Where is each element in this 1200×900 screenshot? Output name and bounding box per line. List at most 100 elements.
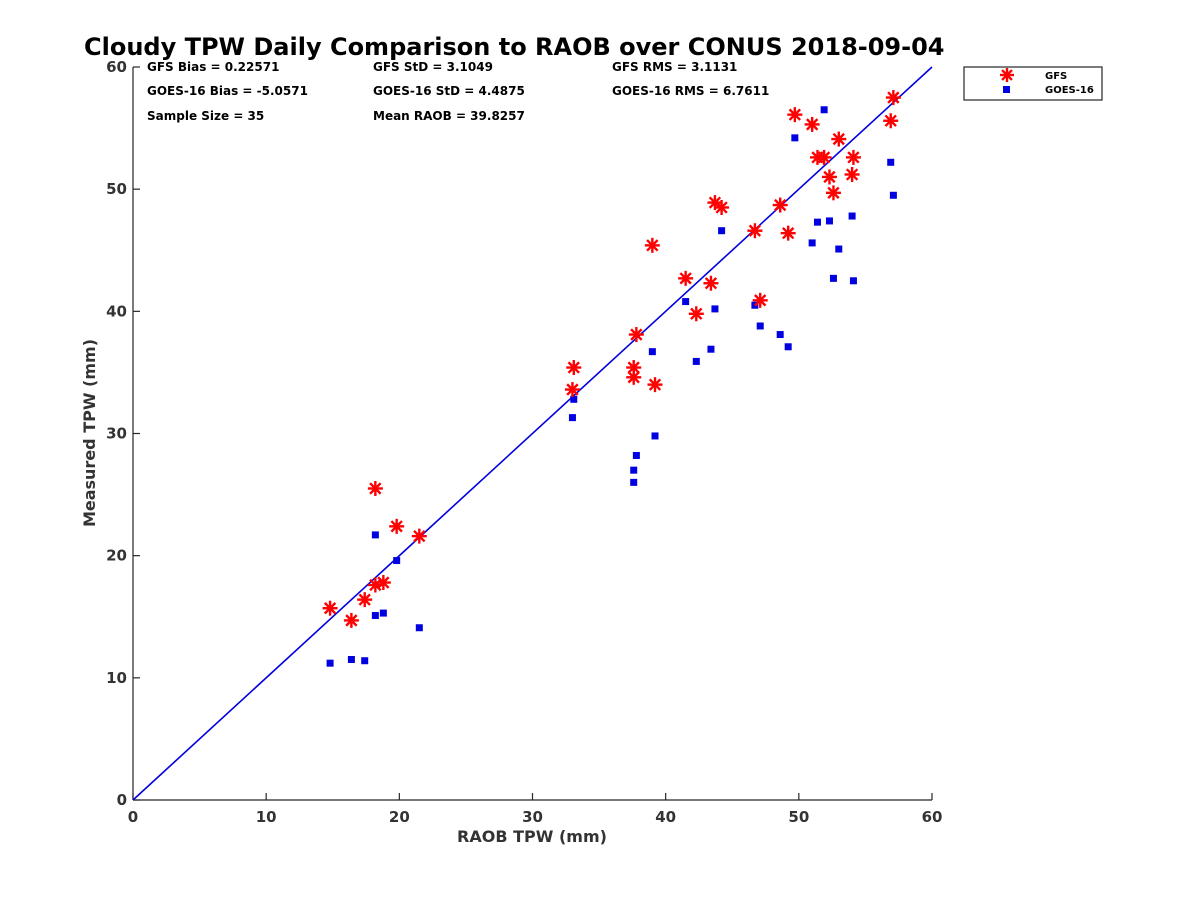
x-ticks: 0 10 20 30 40 50 60: [128, 793, 943, 826]
goes-16-point: [808, 239, 816, 247]
goes-16-point: [415, 624, 423, 632]
gfs-point: [816, 149, 832, 165]
gfs-point: [647, 377, 663, 393]
y-tick-label: 60: [106, 58, 127, 76]
gfs-point: [883, 113, 899, 129]
gfs-point: [780, 225, 796, 241]
goes-16-point: [326, 659, 334, 667]
legend-label-gfs: GFS: [1045, 71, 1067, 82]
y-tick-label: 30: [106, 425, 127, 443]
x-tick-label: 20: [389, 808, 410, 826]
x-tick-label: 10: [256, 808, 277, 826]
goes-16-point: [849, 277, 857, 285]
gfs-point: [714, 199, 730, 215]
legend-gfs-asterisk: [1000, 68, 1014, 82]
x-tick-label: 50: [788, 808, 809, 826]
goes-16-point: [692, 357, 700, 365]
goes-16-point: [829, 274, 837, 282]
series-goes-16: [326, 106, 897, 667]
gfs-point: [626, 369, 642, 385]
gfs-point: [885, 90, 901, 106]
goes-16-point: [361, 657, 369, 665]
legend-box: [963, 66, 1103, 101]
x-axis-label: RAOB TPW (mm): [457, 827, 607, 846]
y-axis-label: Measured TPW (mm): [80, 339, 99, 527]
goes-16-point: [825, 217, 833, 225]
goes-16-point: [371, 531, 379, 539]
goes-16-point: [393, 557, 401, 565]
gfs-point: [747, 223, 763, 239]
gfs-point: [772, 197, 788, 213]
gfs-point: [845, 149, 861, 165]
goes-16-point: [570, 395, 578, 403]
stat-gfs-rms: GFS RMS = 3.1131: [612, 60, 737, 74]
gfs-point: [825, 185, 841, 201]
goes-16-point: [630, 478, 638, 486]
goes-16-point: [791, 134, 799, 142]
goes-16-point: [813, 218, 821, 226]
goes-16-point: [682, 298, 690, 306]
gfs-point: [322, 600, 338, 616]
goes-16-point: [776, 331, 784, 339]
x-tick-label: 60: [922, 808, 943, 826]
gfs-point: [389, 518, 405, 534]
gfs-point: [644, 237, 660, 253]
series-gfs: [322, 90, 901, 628]
y-tick-label: 50: [106, 180, 127, 198]
goes-16-point: [711, 305, 719, 313]
gfs-point: [343, 612, 359, 628]
gfs-point: [357, 592, 373, 608]
goes-16-point: [651, 432, 659, 440]
one-to-one-reference-line: [132, 66, 933, 801]
gfs-point: [844, 167, 860, 183]
goes-16-point: [889, 191, 897, 199]
goes-16-point: [379, 609, 387, 617]
goes-16-point: [835, 245, 843, 253]
y-tick-label: 0: [117, 791, 127, 809]
gfs-point: [703, 275, 719, 291]
stat-gfs-bias: GFS Bias = 0.22571: [147, 60, 279, 74]
gfs-point: [566, 360, 582, 376]
goes-16-point: [887, 158, 895, 166]
gfs-point: [821, 169, 837, 185]
gfs-point: [688, 306, 704, 322]
y-ticks: 0 10 20 30 40 50 60: [106, 58, 140, 809]
goes-16-point: [718, 227, 726, 235]
stat-goes-rms: GOES-16 RMS = 6.7611: [612, 84, 769, 98]
goes-16-point: [784, 343, 792, 351]
gfs-point: [628, 327, 644, 343]
y-tick-label: 40: [106, 302, 127, 320]
goes-16-point: [371, 612, 379, 620]
goes-16-point: [848, 212, 856, 220]
gfs-point: [411, 528, 427, 544]
gfs-point: [831, 131, 847, 147]
goes-16-point: [648, 348, 656, 356]
goes-16-point: [707, 345, 715, 353]
goes-16-point: [630, 466, 638, 474]
gfs-point: [787, 107, 803, 123]
y-tick-label: 10: [106, 669, 127, 687]
gfs-point: [678, 270, 694, 286]
goes-16-point: [632, 451, 640, 459]
x-tick-label: 0: [128, 808, 138, 826]
goes-16-point: [347, 656, 355, 664]
legend-gfs-asterisk-marker: [1000, 68, 1014, 82]
gfs-point: [752, 292, 768, 308]
stat-mean-raob: Mean RAOB = 39.8257: [373, 109, 525, 123]
goes-16-point: [756, 322, 764, 330]
chart-title: Cloudy TPW Daily Comparison to RAOB over…: [84, 33, 944, 61]
goes-16-point: [820, 106, 828, 114]
x-tick-label: 30: [522, 808, 543, 826]
stat-goes-bias: GOES-16 Bias = -5.0571: [147, 84, 308, 98]
goes-16-point: [568, 414, 576, 422]
x-tick-label: 40: [655, 808, 676, 826]
legend: GFS GOES-16: [963, 66, 1103, 101]
legend-label-goes-16: GOES-16: [1045, 85, 1094, 96]
gfs-point: [564, 382, 580, 398]
gfs-point: [367, 480, 383, 496]
stat-sample-size: Sample Size = 35: [147, 109, 264, 123]
stat-gfs-std: GFS StD = 3.1049: [373, 60, 493, 74]
gfs-point: [626, 360, 642, 376]
y-tick-label: 20: [106, 547, 127, 565]
